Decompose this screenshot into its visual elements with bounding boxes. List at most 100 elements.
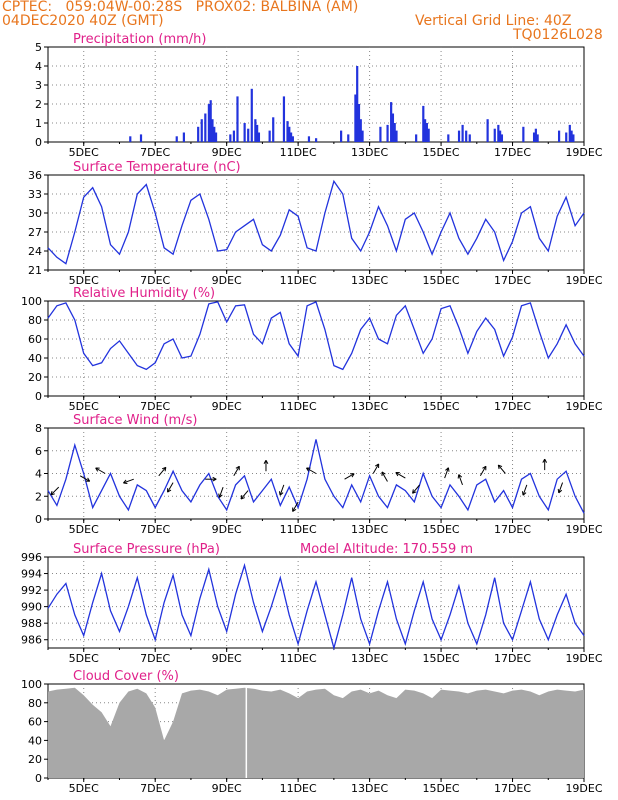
wind-arrow-shaft bbox=[158, 467, 167, 477]
y-tick-label: 20 bbox=[28, 371, 42, 384]
y-tick-label: 60 bbox=[28, 333, 42, 346]
wind-arrow bbox=[557, 482, 564, 494]
series-line bbox=[47, 439, 585, 514]
precip-bar bbox=[457, 130, 461, 142]
precip-bar bbox=[386, 124, 389, 142]
wind-arrow-head bbox=[482, 465, 487, 469]
wind-arrow-head bbox=[123, 479, 127, 484]
y-tick-label: 0 bbox=[35, 136, 42, 149]
y-tick-label: 2 bbox=[35, 490, 42, 503]
x-tick-label: 13DEC bbox=[351, 782, 388, 795]
wind-arrow-head bbox=[235, 465, 240, 469]
y-tick-label: 40 bbox=[28, 734, 42, 747]
wind-arrow-head bbox=[278, 491, 281, 496]
precip-bar bbox=[427, 128, 430, 142]
panel-2: 0 20 40 60 80 100 5DEC 7DEC 9DEC 11DEC 13DEC 15DEC 1… bbox=[21, 286, 603, 413]
wind-arrow bbox=[412, 484, 421, 494]
x-tick-label: 5DEC bbox=[69, 274, 99, 287]
x-tick-label: 15DEC bbox=[423, 782, 460, 795]
x-tick-label: 15DEC bbox=[423, 146, 460, 159]
wind-arrow-shaft bbox=[279, 484, 285, 496]
wind-arrow bbox=[158, 466, 167, 477]
x-tick-label: 11DEC bbox=[280, 274, 317, 287]
precip-bar bbox=[393, 123, 396, 142]
precip-bar bbox=[229, 134, 232, 142]
wind-arrow-shaft bbox=[344, 473, 355, 480]
precip-bar bbox=[497, 124, 500, 142]
wind-arrow bbox=[381, 471, 388, 482]
y-tick-label: 33 bbox=[28, 188, 42, 201]
precip-bar bbox=[268, 130, 271, 142]
wind-arrow-shaft bbox=[240, 490, 249, 500]
x-tick-label: 7DEC bbox=[140, 400, 170, 413]
wind-arrow-head bbox=[497, 464, 500, 470]
panel-title: Surface Wind (m/s) bbox=[73, 413, 197, 428]
panel-4: 986 988 990 992 994 996 5DEC 7DEC 9DEC 11DEC 13DEC… bbox=[21, 542, 603, 665]
y-tick-label: 1 bbox=[35, 117, 42, 130]
x-tick-label: 19DEC bbox=[565, 523, 602, 536]
y-tick-label: 994 bbox=[21, 568, 42, 581]
x-tick-label: 7DEC bbox=[140, 146, 170, 159]
y-tick-label: 80 bbox=[28, 314, 42, 327]
y-tick-label: 60 bbox=[28, 716, 42, 729]
wind-arrow-shaft bbox=[50, 486, 60, 496]
precip-bar bbox=[204, 113, 207, 142]
y-tick-label: 2 bbox=[35, 98, 42, 111]
precip-bar bbox=[272, 117, 275, 142]
wind-arrow-shaft bbox=[395, 472, 406, 479]
precip-bar bbox=[395, 130, 398, 142]
panel-3: 0 2 4 6 8 5DEC 7DEC 9DEC 11DEC 13DEC 15DEC 17DEC 19D… bbox=[35, 413, 603, 536]
precip-bar bbox=[289, 132, 293, 142]
precip-bar bbox=[468, 134, 471, 142]
x-tick-label: 13DEC bbox=[351, 274, 388, 287]
precip-bar bbox=[565, 132, 568, 142]
x-tick-label: 13DEC bbox=[351, 652, 388, 665]
x-tick-label: 7DEC bbox=[140, 274, 170, 287]
precip-bar bbox=[209, 100, 212, 142]
x-tick-label: 11DEC bbox=[280, 652, 317, 665]
wind-arrow bbox=[457, 474, 463, 486]
precip-bar bbox=[213, 126, 216, 142]
x-tick-label: 5DEC bbox=[69, 400, 99, 413]
wind-arrow bbox=[50, 486, 60, 496]
y-tick-label: 0 bbox=[35, 513, 42, 526]
wind-arrow-head bbox=[263, 459, 267, 464]
wind-arrow-head bbox=[542, 458, 546, 463]
wind-arrow-head bbox=[412, 491, 417, 494]
wind-arrow bbox=[372, 463, 380, 474]
wind-arrow-head bbox=[458, 474, 463, 478]
x-tick-label: 11DEC bbox=[280, 146, 317, 159]
x-tick-label: 17DEC bbox=[494, 782, 531, 795]
wind-arrow-shaft bbox=[372, 463, 380, 474]
x-tick-label: 19DEC bbox=[565, 146, 602, 159]
precip-bar bbox=[200, 119, 203, 142]
wind-arrow-head bbox=[351, 473, 355, 478]
precip-bar bbox=[557, 130, 561, 142]
series-line bbox=[47, 179, 585, 265]
x-tick-label: 7DEC bbox=[140, 782, 170, 795]
wind-arrow-shaft bbox=[123, 478, 134, 484]
precip-bar bbox=[572, 134, 575, 142]
y-tick-label: 80 bbox=[28, 697, 42, 710]
precip-bar bbox=[361, 130, 364, 142]
x-tick-label: 17DEC bbox=[494, 146, 531, 159]
y-tick-label: 0 bbox=[35, 390, 42, 403]
precip-bar bbox=[257, 132, 261, 142]
wind-arrow-head bbox=[522, 492, 527, 496]
panel-frame bbox=[47, 46, 585, 143]
precip-bar bbox=[254, 119, 257, 142]
precip-bar bbox=[129, 136, 132, 142]
precip-bar bbox=[522, 126, 525, 142]
wind-arrow-head bbox=[212, 476, 217, 480]
precip-bar bbox=[282, 96, 286, 142]
header-model: TQ0126L028 bbox=[513, 27, 603, 43]
wind-arrow-shaft bbox=[233, 465, 240, 477]
y-tick-label: 6 bbox=[35, 445, 42, 458]
panel-frame bbox=[47, 556, 585, 649]
wind-arrow bbox=[263, 459, 269, 472]
x-tick-label: 11DEC bbox=[280, 782, 317, 795]
y-tick-label: 992 bbox=[21, 584, 42, 597]
y-tick-label: 24 bbox=[28, 245, 42, 258]
x-tick-label: 9DEC bbox=[212, 652, 242, 665]
wind-arrow-head bbox=[521, 491, 524, 496]
